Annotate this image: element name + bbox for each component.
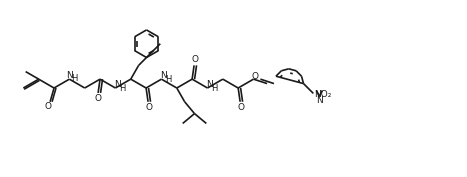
- Text: H: H: [165, 75, 171, 84]
- Text: N: N: [114, 80, 121, 88]
- Text: O: O: [238, 103, 245, 112]
- Text: O: O: [95, 94, 102, 103]
- Text: NO₂: NO₂: [314, 90, 332, 99]
- Text: H: H: [119, 84, 126, 93]
- Text: O: O: [191, 55, 198, 64]
- Text: O: O: [45, 102, 52, 111]
- Text: N: N: [206, 80, 213, 88]
- Text: N: N: [66, 71, 73, 80]
- Text: H: H: [211, 84, 218, 93]
- Text: O: O: [146, 103, 153, 112]
- Text: O: O: [252, 72, 259, 81]
- Text: H: H: [71, 74, 78, 83]
- Text: N: N: [160, 71, 167, 80]
- Text: N: N: [316, 96, 323, 105]
